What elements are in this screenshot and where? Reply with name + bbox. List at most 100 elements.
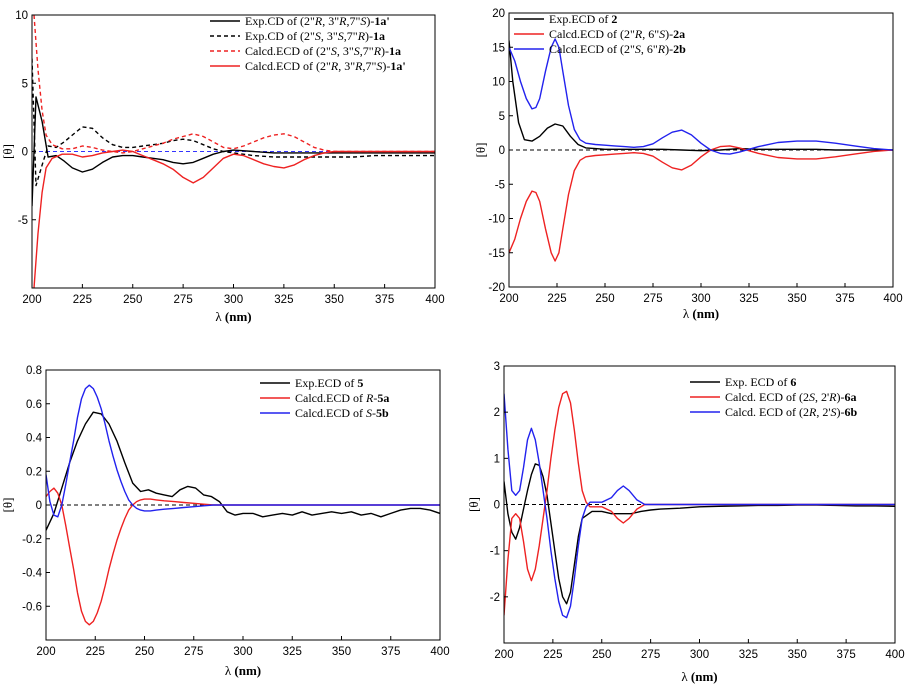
y-tick-label: 0.8 xyxy=(26,365,42,377)
y-tick-label: 0.2 xyxy=(26,466,42,478)
x-tick-label: 225 xyxy=(547,293,566,305)
legend-label: Calcd.ECD of (2"S, 6"R)-2b xyxy=(549,42,686,56)
y-tick-label: 0.4 xyxy=(26,433,43,445)
y-tick-label: -0.6 xyxy=(22,601,42,613)
x-axis-title: λ (nm) xyxy=(681,669,717,684)
y-tick-label: 15 xyxy=(492,42,505,54)
y-tick-label: 1 xyxy=(494,453,500,465)
x-tick-label: 200 xyxy=(499,293,518,305)
x-tick-label: 325 xyxy=(739,649,758,661)
x-tick-label: 300 xyxy=(224,294,243,306)
legend-label: Calcd.ECD of S-5b xyxy=(295,406,389,420)
y-tick-label: -5 xyxy=(495,179,505,191)
y-tick-label: 3 xyxy=(494,361,500,373)
x-axis-title: λ (nm) xyxy=(683,306,719,321)
chart-panel-3: 200 225 250 275 300 325 350 375 400 -0.6 -0.4 -0.2 0… xyxy=(0,365,450,678)
series-3-line xyxy=(46,384,440,518)
x-tick-label: 275 xyxy=(174,294,193,306)
x-tick-label: 400 xyxy=(430,646,449,658)
chart-panel-1: 200 225 250 275 300 325 350 375 400 -5 0 5 10 [θ] λ (n… xyxy=(0,10,445,324)
x-axis-title: λ (nm) xyxy=(225,663,261,678)
x-tick-label: 200 xyxy=(36,646,55,658)
x-tick-label: 225 xyxy=(86,646,105,658)
x-tick-label: 400 xyxy=(885,649,904,661)
x-tick-label: 350 xyxy=(788,649,807,661)
chart-panel-2: 200 225 250 275 300 325 350 375 400 -20 -15 -10 -5 0 5… xyxy=(473,8,903,321)
legend-label: Calcd.ECD of R-5a xyxy=(295,391,389,405)
y-tick-label: 0 xyxy=(499,145,505,157)
legend-label: Exp.CD of (2"S, 3"S,7"R)-1a xyxy=(245,29,385,43)
x-tick-label: 200 xyxy=(494,649,513,661)
x-tick-label: 400 xyxy=(425,294,444,306)
y-tick-label: -1 xyxy=(490,546,500,558)
legend-label: Exp.ECD of 5 xyxy=(295,376,363,390)
series-2-line xyxy=(46,487,440,626)
legend-label: Exp.CD of (2"R, 3"R,7"S)-1a' xyxy=(245,14,390,28)
x-tick-label: 300 xyxy=(690,649,709,661)
series-1-line xyxy=(509,40,893,152)
x-axis-title: λ (nm) xyxy=(215,309,251,324)
x-tick-label: 200 xyxy=(22,294,41,306)
legend-label: Exp. ECD of 6 xyxy=(725,375,796,389)
series-3-line xyxy=(509,38,893,155)
y-axis-title: [θ] xyxy=(466,497,481,512)
x-tick-label: 300 xyxy=(233,646,252,658)
y-tick-label: -5 xyxy=(18,215,28,227)
x-tick-label: 300 xyxy=(691,293,710,305)
x-tick-label: 350 xyxy=(325,294,344,306)
y-tick-label: 20 xyxy=(492,8,505,20)
x-tick-label: 275 xyxy=(643,293,662,305)
y-tick-label: -2 xyxy=(490,592,500,604)
y-tick-label: -0.4 xyxy=(22,568,42,580)
y-tick-label: 10 xyxy=(15,10,28,22)
x-tick-label: 325 xyxy=(274,294,293,306)
series-3-line xyxy=(33,15,435,154)
y-tick-label: -10 xyxy=(488,214,505,226)
series-4-line xyxy=(33,149,435,288)
x-tick-label: 250 xyxy=(135,646,154,658)
legend-label: Calcd. ECD of (2R, 2'S)-6b xyxy=(725,405,858,419)
x-tick-label: 250 xyxy=(592,649,611,661)
y-tick-label: -15 xyxy=(488,248,505,260)
legend-label: Exp.ECD of 2 xyxy=(549,12,617,26)
y-tick-label: -0.2 xyxy=(22,534,42,546)
x-tick-label: 375 xyxy=(837,649,856,661)
x-tick-label: 400 xyxy=(883,293,902,305)
x-tick-label: 275 xyxy=(641,649,660,661)
legend-label: Calcd.ECD of (2"R, 6"S)-2a xyxy=(549,27,685,41)
legend-label: Calcd.ECD of (2"S, 3"S,7"R)-1a xyxy=(245,44,401,58)
x-tick-label: 375 xyxy=(381,646,400,658)
y-axis-title: [θ] xyxy=(0,498,15,513)
series-3-line xyxy=(504,393,895,619)
x-tick-label: 325 xyxy=(283,646,302,658)
series-2-line xyxy=(32,58,435,187)
x-tick-label: 325 xyxy=(739,293,758,305)
series-2-line xyxy=(509,145,893,262)
y-tick-label: 2 xyxy=(494,407,500,419)
y-tick-label: 5 xyxy=(499,111,505,123)
series-1-line xyxy=(504,463,895,605)
x-tick-label: 250 xyxy=(123,294,142,306)
x-tick-label: 350 xyxy=(787,293,806,305)
x-tick-label: 225 xyxy=(543,649,562,661)
x-tick-label: 275 xyxy=(184,646,203,658)
y-axis-title: [θ] xyxy=(0,144,15,159)
legend: Exp.CD of (2"R, 3"R,7"S)-1a'Exp.CD of (2… xyxy=(210,14,406,73)
legend-label: Calcd.ECD of (2"R, 3"R,7"S)-1a' xyxy=(245,59,406,73)
y-tick-label: 0 xyxy=(36,500,42,512)
chart-panel-4: 200 225 250 275 300 325 350 375 400 -2 -1 0 1 2 3 [θ] λ … xyxy=(466,361,905,684)
x-tick-label: 225 xyxy=(73,294,92,306)
x-tick-label: 375 xyxy=(375,294,394,306)
series-1-line xyxy=(46,411,440,531)
x-tick-label: 250 xyxy=(595,293,614,305)
y-axis-title: [θ] xyxy=(473,143,488,158)
series-2-line xyxy=(504,390,895,616)
y-tick-label: 0.6 xyxy=(26,399,42,411)
y-tick-label: -20 xyxy=(488,282,505,294)
legend-label: Calcd. ECD of (2S, 2'R)-6a xyxy=(725,390,857,404)
y-tick-label: 0 xyxy=(494,500,500,512)
